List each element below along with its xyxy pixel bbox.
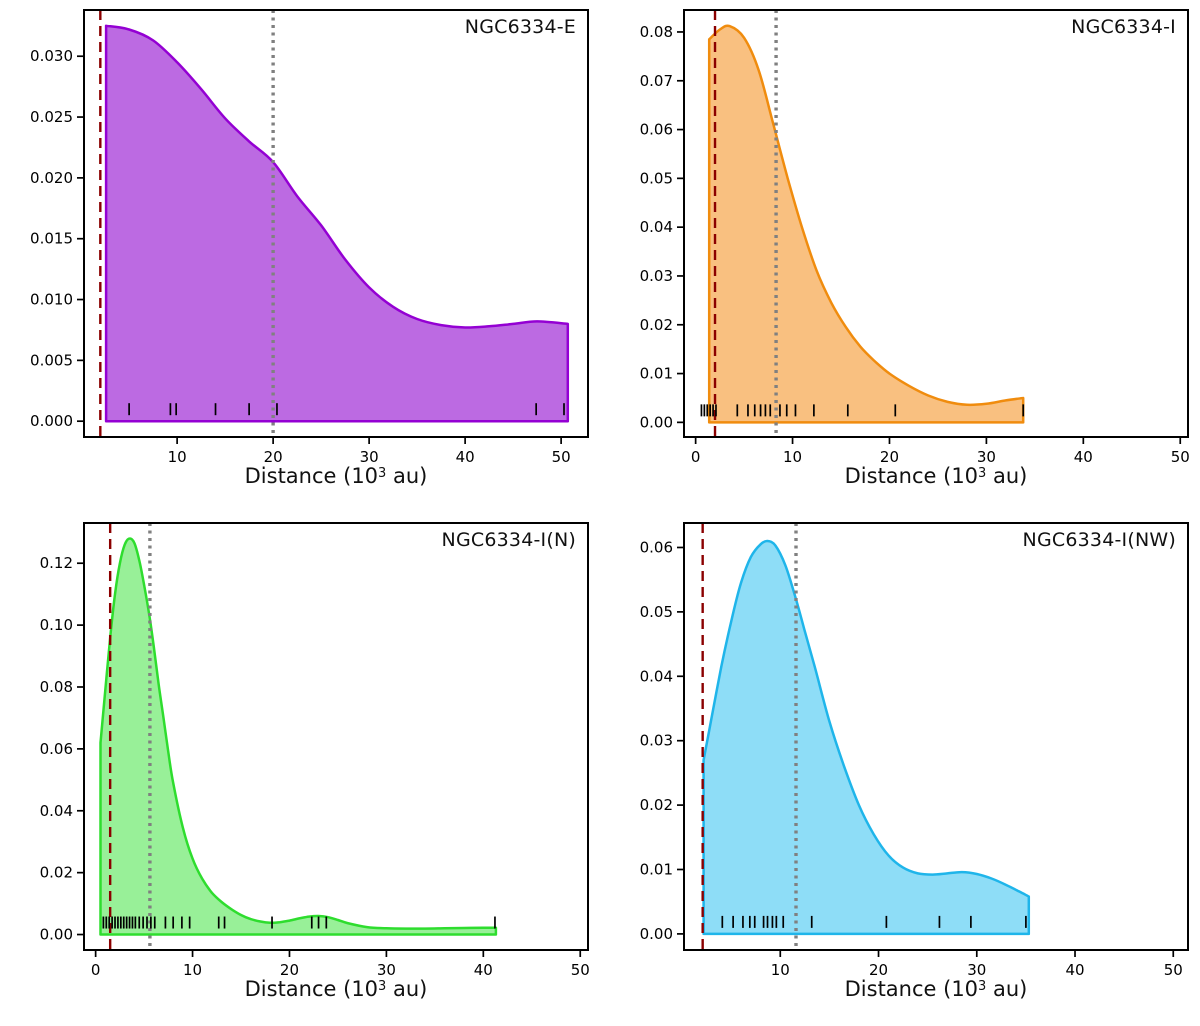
svg-text:0.04: 0.04 xyxy=(640,667,673,685)
svg-text:0.030: 0.030 xyxy=(30,47,73,65)
panel-title: NGC6334-E xyxy=(464,16,576,38)
x-axis-label: Distance (103 au) xyxy=(844,464,1028,488)
svg-text:30: 30 xyxy=(377,961,396,979)
kde-panel-ngc6334-i: 0.00 0.01 0.02 0.03 0.04 0.05 0.06 0.07 0.08 0 10 2… xyxy=(600,0,1200,513)
svg-text:0.03: 0.03 xyxy=(640,267,673,285)
kde-plot-svg: 0.00 0.02 0.04 0.06 0.08 0.10 0.12 0 10 20 30 40 50 xyxy=(40,522,590,979)
svg-text:0.000: 0.000 xyxy=(30,412,73,430)
svg-text:0.10: 0.10 xyxy=(40,616,73,634)
svg-text:0.00: 0.00 xyxy=(40,926,73,944)
svg-text:0.08: 0.08 xyxy=(640,23,673,41)
svg-text:0.005: 0.005 xyxy=(30,351,73,369)
svg-text:40: 40 xyxy=(456,448,475,466)
kde-panel-ngc6334-e: 0.000 0.005 0.010 0.015 0.020 0.025 0.030 10 20 3… xyxy=(0,0,600,513)
svg-text:40: 40 xyxy=(1065,961,1084,979)
svg-text:0.08: 0.08 xyxy=(40,678,73,696)
svg-text:20: 20 xyxy=(880,448,899,466)
svg-text:10: 10 xyxy=(771,961,790,979)
svg-text:0.01: 0.01 xyxy=(640,365,673,383)
svg-text:50: 50 xyxy=(552,448,571,466)
svg-text:0.01: 0.01 xyxy=(640,860,673,878)
svg-text:0.07: 0.07 xyxy=(640,72,673,90)
x-axis-label: Distance (103 au) xyxy=(844,977,1028,1001)
svg-text:0.03: 0.03 xyxy=(640,732,673,750)
svg-text:10: 10 xyxy=(183,961,202,979)
svg-text:0: 0 xyxy=(691,448,701,466)
svg-text:50: 50 xyxy=(1164,961,1183,979)
svg-text:50: 50 xyxy=(571,961,590,979)
panel-title: NGC6334-I xyxy=(1071,16,1176,38)
svg-text:40: 40 xyxy=(474,961,493,979)
svg-text:0.04: 0.04 xyxy=(640,218,673,236)
svg-text:0.12: 0.12 xyxy=(40,554,73,572)
panel-title: NGC6334-I(NW) xyxy=(1022,529,1176,551)
kde-plot-svg: 0.00 0.01 0.02 0.03 0.04 0.05 0.06 0.07 0.08 0 10 2… xyxy=(640,9,1190,466)
svg-text:0.025: 0.025 xyxy=(30,108,73,126)
svg-text:0.05: 0.05 xyxy=(640,169,673,187)
svg-text:10: 10 xyxy=(168,448,187,466)
svg-text:30: 30 xyxy=(977,448,996,466)
svg-text:0.04: 0.04 xyxy=(40,802,73,820)
svg-text:0.02: 0.02 xyxy=(40,864,73,882)
svg-text:0.00: 0.00 xyxy=(640,925,673,943)
svg-text:0.02: 0.02 xyxy=(640,316,673,334)
kde-panel-ngc6334-inw: 0.00 0.01 0.02 0.03 0.04 0.05 0.06 10 20 30 40 50 N… xyxy=(600,513,1200,1026)
kde-plot-svg: 0.00 0.01 0.02 0.03 0.04 0.05 0.06 10 20 30 40 50 xyxy=(640,522,1189,979)
panel-title: NGC6334-I(N) xyxy=(441,529,576,551)
svg-text:0.020: 0.020 xyxy=(30,169,73,187)
svg-text:10: 10 xyxy=(783,448,802,466)
svg-text:40: 40 xyxy=(1074,448,1093,466)
svg-text:0.02: 0.02 xyxy=(640,796,673,814)
svg-text:0.010: 0.010 xyxy=(30,291,73,309)
svg-text:0.00: 0.00 xyxy=(640,413,673,431)
svg-text:0.05: 0.05 xyxy=(640,603,673,621)
kde-panel-ngc6334-in: 0.00 0.02 0.04 0.06 0.08 0.10 0.12 0 10 20 30 40 50 … xyxy=(0,513,600,1026)
svg-text:0.06: 0.06 xyxy=(640,121,673,139)
svg-text:30: 30 xyxy=(360,448,379,466)
svg-text:50: 50 xyxy=(1171,448,1190,466)
svg-text:0.015: 0.015 xyxy=(30,230,73,248)
x-axis-label: Distance (103 au) xyxy=(244,464,428,488)
x-axis-label: Distance (103 au) xyxy=(244,977,428,1001)
svg-text:30: 30 xyxy=(967,961,986,979)
svg-text:20: 20 xyxy=(280,961,299,979)
svg-text:0.06: 0.06 xyxy=(40,740,73,758)
svg-text:0.06: 0.06 xyxy=(640,538,673,556)
svg-text:20: 20 xyxy=(869,961,888,979)
svg-text:20: 20 xyxy=(264,448,283,466)
svg-text:0: 0 xyxy=(91,961,101,979)
kde-plot-svg: 0.000 0.005 0.010 0.015 0.020 0.025 0.030 10 20 3… xyxy=(30,9,589,466)
